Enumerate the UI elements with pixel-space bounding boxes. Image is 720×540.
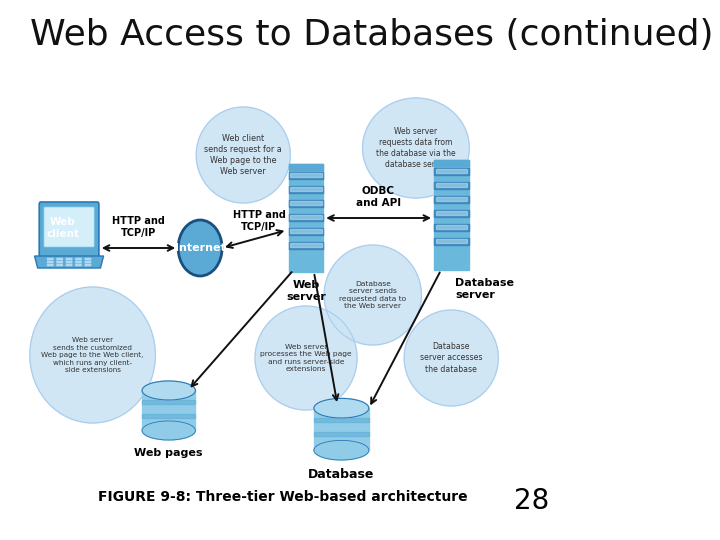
Ellipse shape	[363, 98, 469, 198]
FancyArrowPatch shape	[328, 215, 429, 221]
Text: HTTP and
TCP/IP: HTTP and TCP/IP	[112, 217, 166, 238]
Ellipse shape	[324, 245, 421, 345]
Bar	[436, 211, 467, 215]
FancyArrowPatch shape	[192, 272, 292, 386]
Ellipse shape	[314, 441, 369, 460]
FancyBboxPatch shape	[47, 264, 53, 266]
FancyBboxPatch shape	[47, 261, 53, 264]
Text: Web server
requests data from
the database via the
database server: Web server requests data from the databa…	[376, 127, 456, 169]
Polygon shape	[35, 256, 104, 268]
Bar	[434, 224, 469, 231]
Text: Database: Database	[308, 468, 374, 481]
FancyBboxPatch shape	[56, 264, 63, 266]
Ellipse shape	[30, 287, 156, 423]
Bar	[436, 239, 467, 243]
Ellipse shape	[196, 107, 290, 203]
FancyBboxPatch shape	[84, 261, 91, 264]
Bar	[142, 390, 195, 430]
Bar	[436, 183, 467, 187]
FancyBboxPatch shape	[75, 264, 82, 266]
FancyBboxPatch shape	[47, 258, 53, 260]
Bar	[289, 200, 323, 207]
Bar	[290, 243, 322, 247]
Ellipse shape	[314, 399, 369, 418]
Text: Web
server: Web server	[286, 280, 326, 302]
Text: Database
server sends
requested data to
the Web server: Database server sends requested data to …	[339, 281, 406, 309]
Bar	[290, 173, 322, 177]
Bar	[289, 228, 323, 235]
Bar	[142, 401, 195, 404]
FancyArrowPatch shape	[315, 275, 338, 400]
FancyBboxPatch shape	[84, 258, 91, 260]
Bar	[290, 201, 322, 205]
Text: Web server
sends the customized
Web page to the Web client,
which runs any clien: Web server sends the customized Web page…	[42, 337, 144, 373]
FancyBboxPatch shape	[66, 258, 73, 260]
Bar	[434, 182, 469, 189]
Text: Web client
sends request for a
Web page to the
Web server: Web client sends request for a Web page …	[204, 134, 282, 176]
Text: Database
server accesses
the database: Database server accesses the database	[420, 342, 482, 374]
Ellipse shape	[404, 310, 498, 406]
Text: ODBC
and API: ODBC and API	[356, 186, 401, 208]
Bar	[436, 225, 467, 229]
Bar	[434, 160, 469, 166]
Bar	[434, 168, 469, 175]
Bar	[289, 164, 323, 170]
FancyBboxPatch shape	[84, 264, 91, 266]
FancyBboxPatch shape	[66, 264, 73, 266]
Text: Web server
processes the Web page
and runs server-side
extensions: Web server processes the Web page and ru…	[260, 344, 352, 372]
Bar	[436, 197, 467, 201]
FancyBboxPatch shape	[75, 258, 82, 260]
FancyBboxPatch shape	[44, 207, 94, 247]
FancyArrowPatch shape	[371, 273, 440, 403]
Ellipse shape	[142, 381, 195, 400]
Text: Database
server: Database server	[455, 278, 514, 300]
Bar	[142, 415, 195, 419]
FancyBboxPatch shape	[39, 202, 99, 258]
Text: Web
client: Web client	[46, 217, 79, 239]
Text: Web pages: Web pages	[135, 448, 203, 458]
Bar	[314, 432, 369, 436]
Bar	[434, 196, 469, 203]
Bar	[290, 187, 322, 191]
Bar	[290, 229, 322, 233]
Circle shape	[178, 220, 222, 276]
Ellipse shape	[142, 421, 195, 440]
Text: Web Access to Databases (continued): Web Access to Databases (continued)	[30, 18, 714, 52]
FancyBboxPatch shape	[75, 261, 82, 264]
Text: 28: 28	[514, 487, 549, 515]
Bar	[289, 186, 323, 193]
Text: HTTP and
TCP/IP: HTTP and TCP/IP	[233, 211, 285, 232]
Bar	[289, 172, 323, 179]
Bar	[434, 238, 469, 245]
Text: FIGURE 9-8: Three-tier Web-based architecture: FIGURE 9-8: Three-tier Web-based archite…	[98, 490, 467, 504]
Bar	[289, 214, 323, 221]
FancyArrowPatch shape	[104, 245, 174, 251]
Bar	[314, 418, 369, 422]
Bar	[314, 408, 369, 450]
Bar	[289, 164, 323, 272]
Ellipse shape	[255, 306, 357, 410]
Bar	[434, 160, 469, 270]
Text: Internet: Internet	[175, 243, 225, 253]
FancyArrowPatch shape	[227, 230, 282, 248]
FancyBboxPatch shape	[56, 258, 63, 260]
Bar	[290, 215, 322, 219]
Bar	[434, 210, 469, 217]
Bar	[289, 242, 323, 249]
FancyBboxPatch shape	[56, 261, 63, 264]
Bar	[436, 169, 467, 173]
FancyBboxPatch shape	[66, 261, 73, 264]
